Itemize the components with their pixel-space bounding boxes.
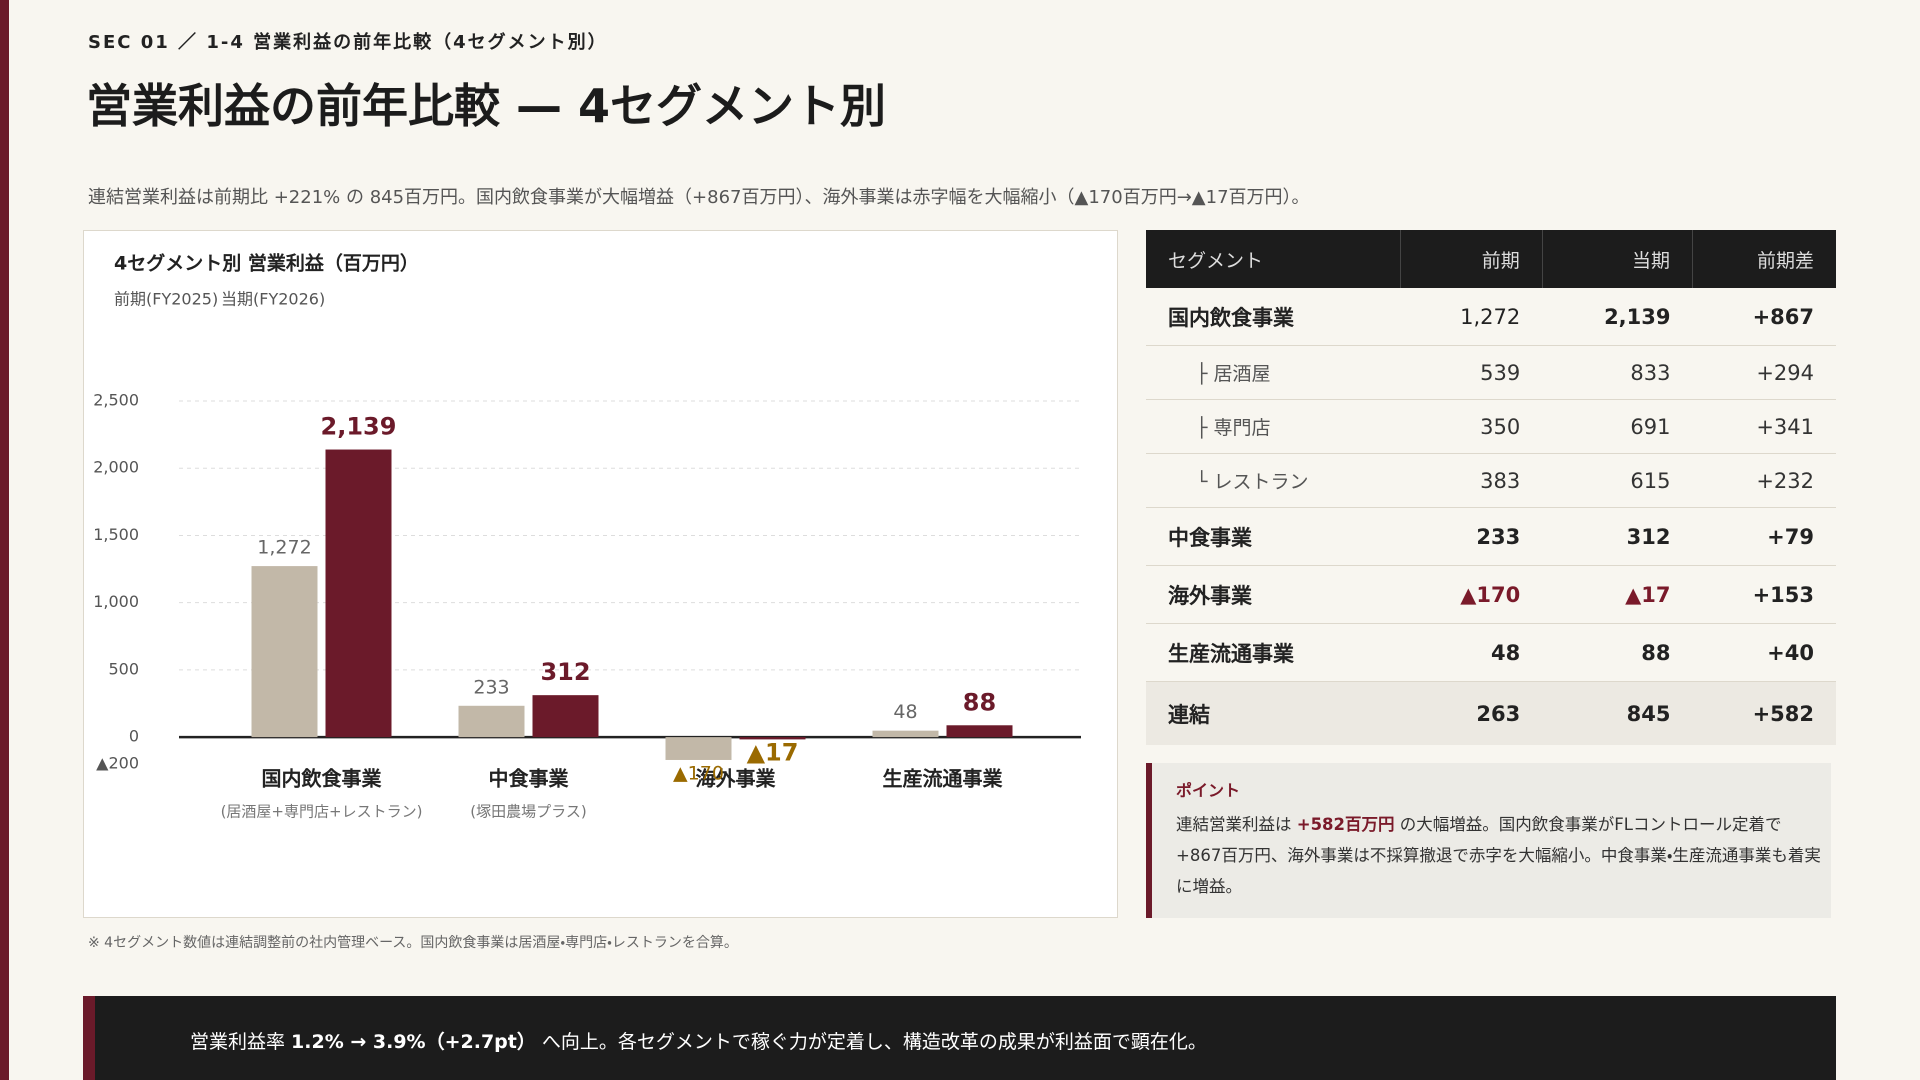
value-label: 233 xyxy=(473,676,509,698)
cell: 国内飲食事業 xyxy=(1146,288,1401,346)
value-label: ▲170 xyxy=(673,762,724,784)
y-tick-label: ▲200 xyxy=(96,754,139,773)
header-cell: 前期差 xyxy=(1692,230,1836,288)
cell: +79 xyxy=(1692,507,1836,566)
cell: 233 xyxy=(1400,507,1543,566)
value-label: 312 xyxy=(540,658,590,686)
table-row: ├ 居酒屋 539 833 +294 xyxy=(1146,345,1836,400)
header-cell: 前期 xyxy=(1400,230,1543,288)
cell: └ レストラン xyxy=(1146,453,1401,508)
point-box: ポイント 連結営業利益は +582百万円 の大幅増益。国内飲食事業がFLコントロ… xyxy=(1146,763,1831,918)
value-label: 48 xyxy=(893,701,917,723)
cell: ├ 居酒屋 xyxy=(1146,345,1401,400)
cell: +294 xyxy=(1692,345,1836,400)
bar xyxy=(946,725,1013,738)
category-note: (居酒屋+専門店+レストラン) xyxy=(221,803,423,821)
cell: +341 xyxy=(1692,399,1836,454)
x-tick-label: 海外事業 xyxy=(696,767,777,791)
segment-table: セグメント 前期 当期 前期差 国内飲食事業 1,272 2,139 +867 ├ 居酒屋 5… xyxy=(1146,230,1836,745)
point-label: ポイント xyxy=(1176,781,1241,800)
value-label: 88 xyxy=(963,688,996,716)
text: 連結営業利益は xyxy=(1176,815,1297,834)
chart: 4セグメント別 営業利益（百万円） 前期(FY2025) 当期(FY2026) … xyxy=(93,252,1081,821)
cell: ▲170 xyxy=(1400,565,1543,624)
cell: +232 xyxy=(1692,453,1836,508)
table-row: └ レストラン 383 615 +232 xyxy=(1146,453,1836,508)
cell: 350 xyxy=(1400,399,1543,454)
text: 営業利益率 xyxy=(190,1031,292,1053)
header-cell: 当期 xyxy=(1541,230,1693,288)
cell: 263 xyxy=(1400,681,1543,745)
cell: +867 xyxy=(1692,288,1836,346)
x-tick-label: 国内飲食事業 xyxy=(262,767,383,791)
chart-panel: 4セグメント別 営業利益（百万円） 前期(FY2025) 当期(FY2026) … xyxy=(83,230,1118,918)
cell: 691 xyxy=(1542,399,1693,454)
summary-banner: 営業利益率 1.2% → 3.9%（+2.7pt） へ向上。各セグメントで稼ぐ力… xyxy=(83,996,1836,1080)
x-tick-label: 中食事業 xyxy=(489,767,570,791)
point-text: 連結営業利益は +582百万円 の大幅増益。国内飲食事業がFLコントロール定着で… xyxy=(1176,809,1821,902)
cell: +153 xyxy=(1692,565,1836,624)
cell: 1,272 xyxy=(1400,288,1543,346)
text: へ向上。各セグメントで稼ぐ力が定着し、構造改革の成果が利益面で顕在化。 xyxy=(535,1031,1207,1053)
page-title: 営業利益の前年比較 — 4セグメント別 xyxy=(86,79,887,133)
y-tick-label: 2,500 xyxy=(93,391,139,410)
value-label: ▲17 xyxy=(747,738,799,766)
y-tick-label: 500 xyxy=(108,659,139,678)
accent-stripe xyxy=(0,0,9,1080)
section-label: SEC 01 ／ 1-4 営業利益の前年比較（4セグメント別） xyxy=(88,32,608,53)
cell: 連結 xyxy=(1146,681,1401,745)
bar xyxy=(458,705,525,738)
value-label: 1,272 xyxy=(257,537,311,559)
header-cell: セグメント xyxy=(1146,230,1401,288)
y-tick-label: 1,500 xyxy=(93,525,139,544)
table-header: セグメント 前期 当期 前期差 xyxy=(1146,230,1836,288)
lead-text: 連結営業利益は前期比 +221% の 845百万円。国内飲食事業が大幅増益（+8… xyxy=(88,187,1310,208)
cell: 海外事業 xyxy=(1146,565,1401,624)
cell: 中食事業 xyxy=(1146,507,1401,566)
cell: 88 xyxy=(1542,623,1693,682)
cell: 833 xyxy=(1542,345,1693,400)
footnote: ※ 4セグメント数値は連結調整前の社内管理ベース。国内飲食事業は居酒屋・専門店・… xyxy=(88,935,738,951)
value-label: 2,139 xyxy=(321,413,397,441)
table-row: ├ 専門店 350 691 +341 xyxy=(1146,399,1836,454)
bar xyxy=(532,695,599,738)
y-tick-label: 0 xyxy=(129,727,139,746)
bar xyxy=(665,737,732,760)
bar xyxy=(325,449,392,738)
highlight: +582百万円 xyxy=(1296,815,1395,834)
bar xyxy=(739,737,806,740)
legend-entry: 当期(FY2026) xyxy=(221,290,325,309)
table-row: 生産流通事業 48 88 +40 xyxy=(1146,623,1836,682)
category-note: (塚田農場プラス) xyxy=(470,803,586,821)
cell: 845 xyxy=(1542,681,1693,745)
chart-title: 4セグメント別 営業利益（百万円） xyxy=(114,252,419,275)
y-tick-label: 1,000 xyxy=(93,592,139,611)
y-tick-label: 2,000 xyxy=(93,458,139,477)
bar xyxy=(251,566,318,738)
cell: 生産流通事業 xyxy=(1146,623,1401,682)
table-row: 国内飲食事業 1,272 2,139 +867 xyxy=(1146,288,1836,346)
cell: 2,139 xyxy=(1542,288,1693,346)
cell: +582 xyxy=(1692,681,1836,745)
table-row: 連結 263 845 +582 xyxy=(1146,681,1836,745)
cell: 383 xyxy=(1400,453,1543,508)
x-tick-label: 生産流通事業 xyxy=(883,767,1004,791)
legend-entry: 前期(FY2025) xyxy=(114,290,218,309)
cell: ▲17 xyxy=(1542,565,1693,624)
table-row: 中食事業 233 312 +79 xyxy=(1146,507,1836,566)
table-row: 海外事業 ▲170 ▲17 +153 xyxy=(1146,565,1836,624)
cell: +40 xyxy=(1692,623,1836,682)
highlight: 1.2% → 3.9%（+2.7pt） xyxy=(291,1031,536,1053)
bar xyxy=(872,730,939,738)
text: の大幅増益。国内飲食事業がFLコントロール定着で +867百万円、海外事業は不採… xyxy=(1176,815,1821,896)
cell: 615 xyxy=(1542,453,1693,508)
cell: ├ 専門店 xyxy=(1146,399,1401,454)
cell: 312 xyxy=(1542,507,1693,566)
cell: 48 xyxy=(1400,623,1543,682)
cell: 539 xyxy=(1400,345,1543,400)
